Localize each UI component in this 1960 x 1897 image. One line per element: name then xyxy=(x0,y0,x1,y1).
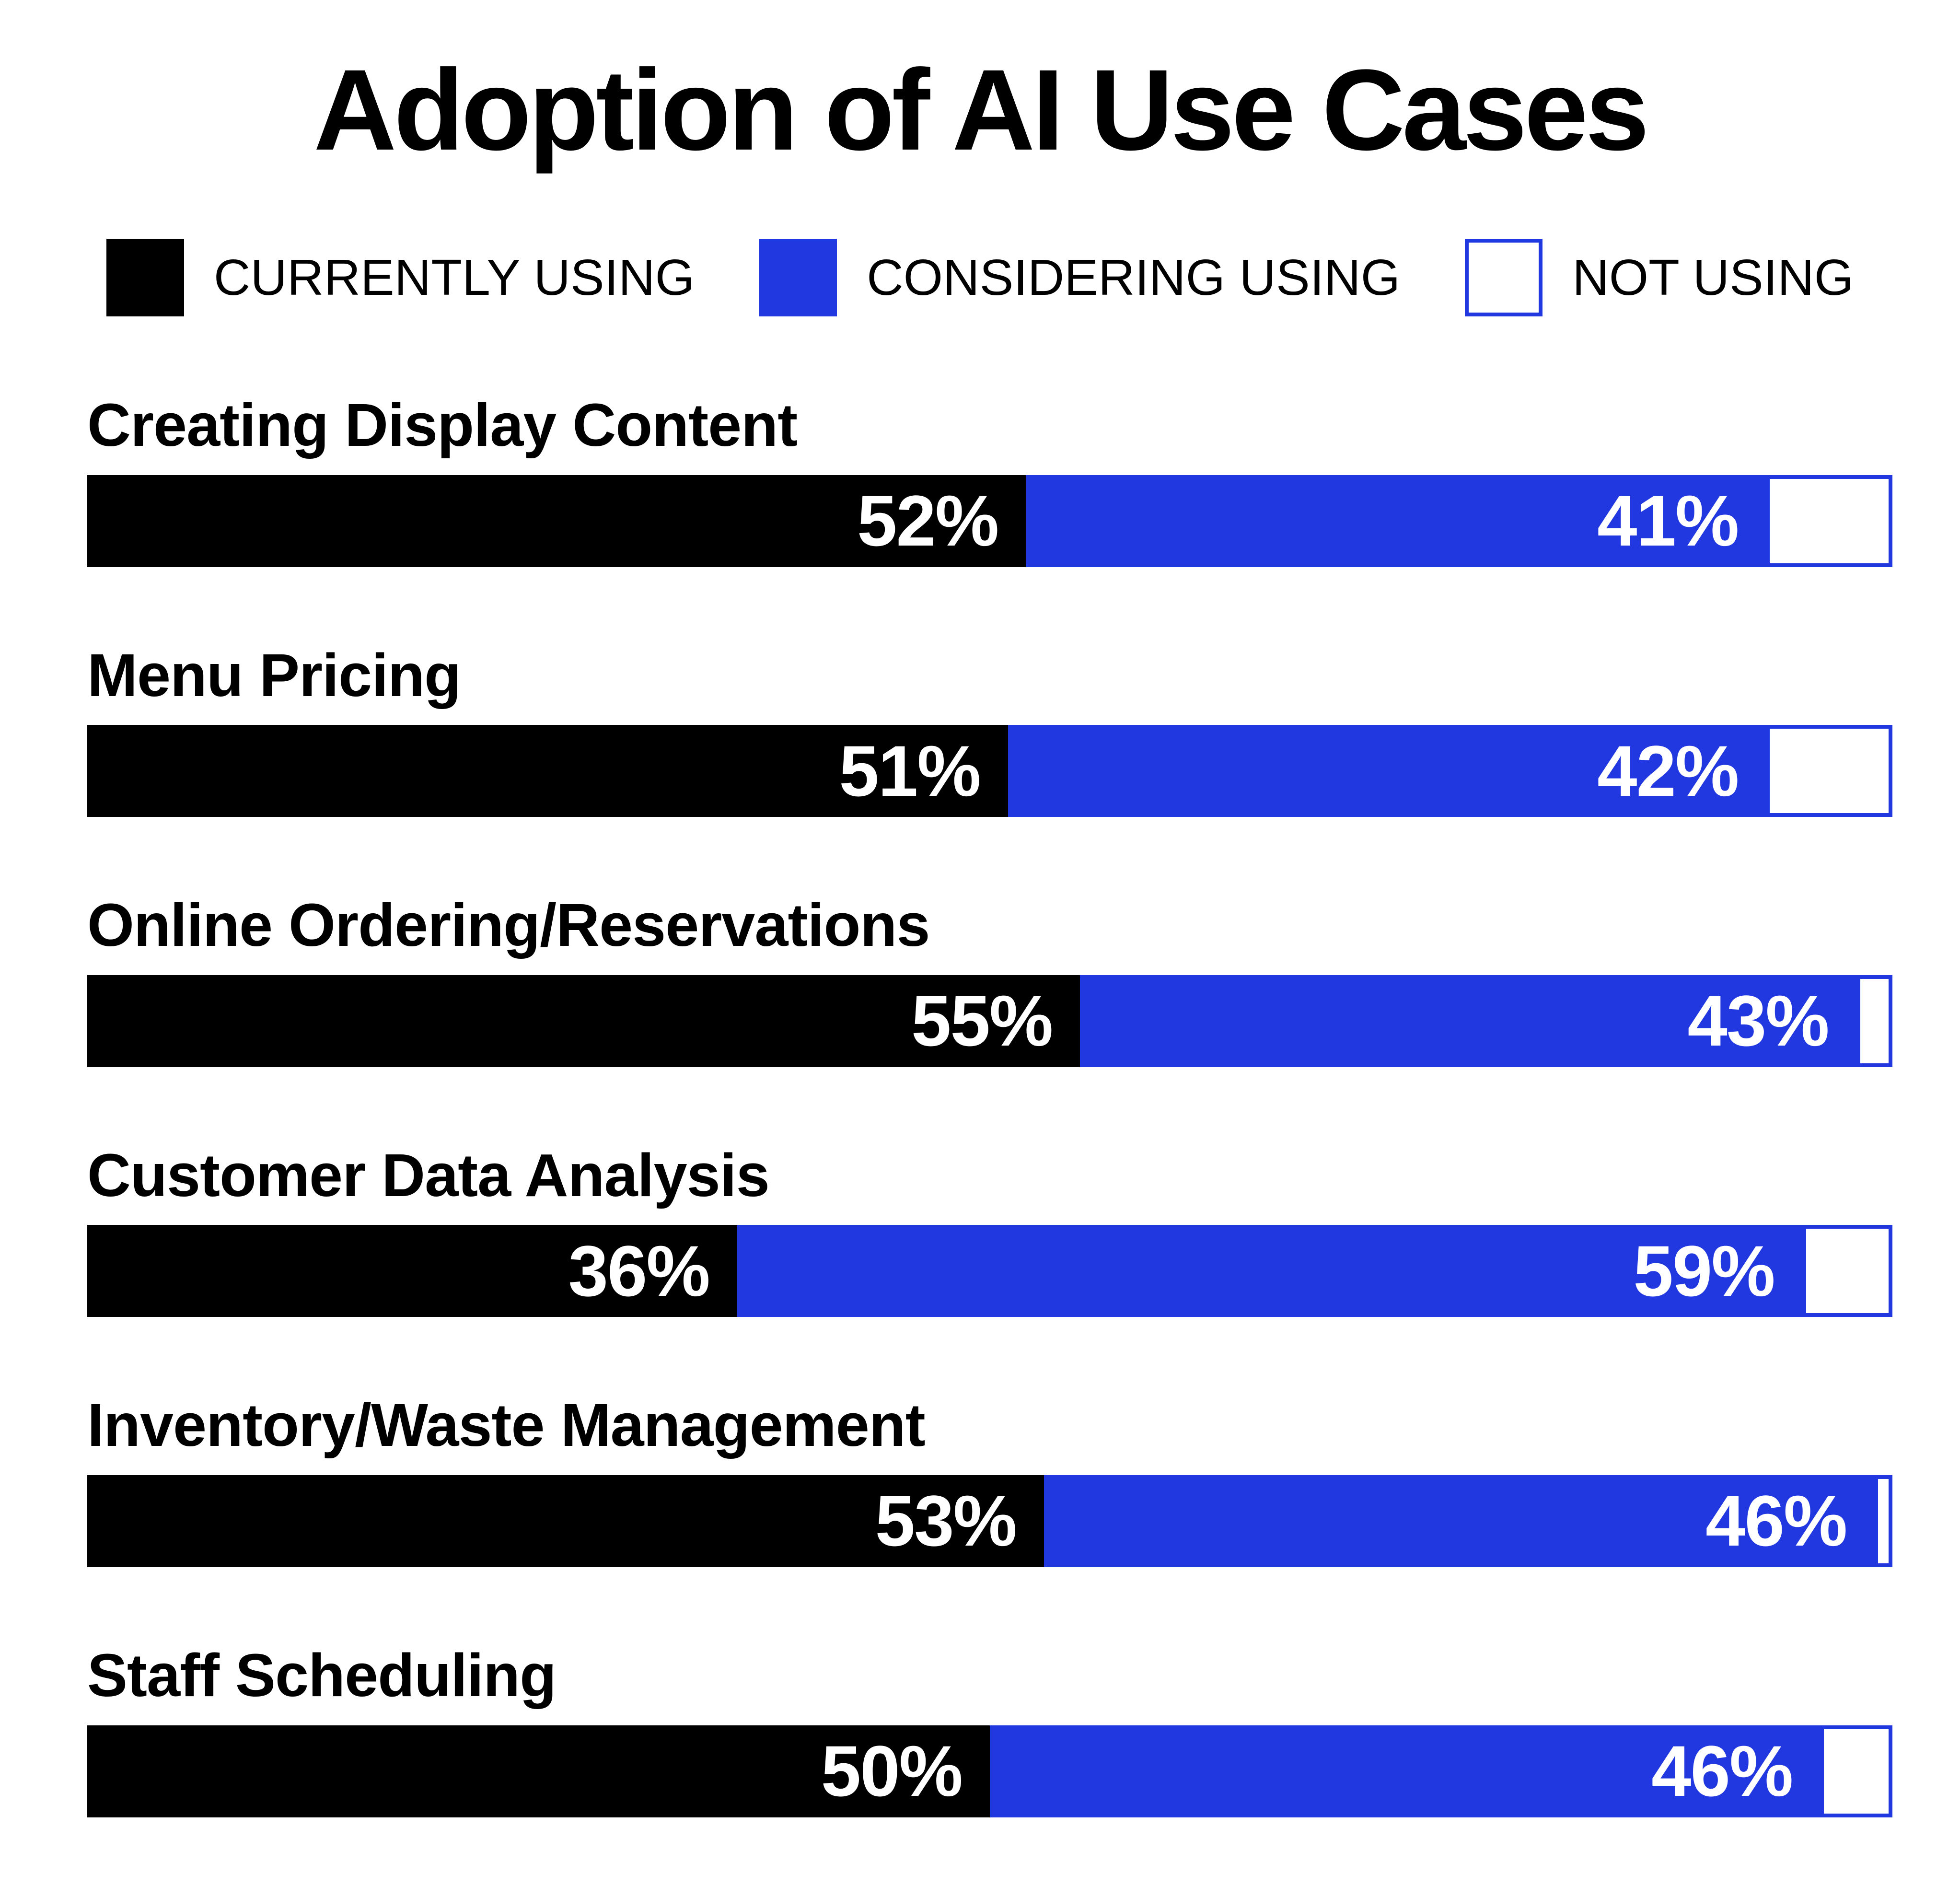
chart-row-inventory-waste-management: Inventory/Waste Management 53% 46% xyxy=(87,1392,1892,1567)
chart-row-menu-pricing: Menu Pricing 51% 42% xyxy=(87,642,1892,817)
bar-segment-considering-using: 42% xyxy=(1008,725,1766,817)
bar-value-label: 41% xyxy=(1597,480,1739,561)
bar-segment-not-using xyxy=(1874,1475,1892,1567)
chart-row-creating-display-content: Creating Display Content 52% 41% xyxy=(87,392,1892,567)
chart-row-online-ordering-reservations: Online Ordering/Reservations 55% 43% xyxy=(87,892,1892,1067)
category-label: Customer Data Analysis xyxy=(87,1141,770,1209)
stacked-bar: 55% 43% xyxy=(87,975,1892,1067)
category-label: Menu Pricing xyxy=(87,641,461,709)
bar-segment-currently-using: 53% xyxy=(87,1475,1044,1567)
bar-value-label: 42% xyxy=(1597,730,1739,811)
bar-segment-currently-using: 55% xyxy=(87,975,1080,1067)
chart-title: Adoption of AI Use Cases xyxy=(313,46,1649,174)
legend-label-not-using: NOT USING xyxy=(1572,249,1854,306)
bar-segment-not-using xyxy=(1766,725,1892,817)
bar-value-label: 51% xyxy=(839,730,981,811)
bar-segment-not-using xyxy=(1856,975,1892,1067)
bar-segment-not-using xyxy=(1802,1225,1892,1317)
chart-row-staff-scheduling: Staff Scheduling 50% 46% xyxy=(87,1642,1892,1817)
category-label: Online Ordering/Reservations xyxy=(87,891,930,959)
bar-segment-currently-using: 36% xyxy=(87,1225,737,1317)
legend-swatch-considering-using-icon xyxy=(759,239,837,316)
category-label: Inventory/Waste Management xyxy=(87,1391,926,1459)
bar-segment-not-using xyxy=(1820,1725,1892,1817)
bar-segment-currently-using: 50% xyxy=(87,1725,990,1817)
legend-item-currently-using: CURRENTLY USING xyxy=(106,239,695,316)
stacked-bar: 52% 41% xyxy=(87,475,1892,567)
category-label: Staff Scheduling xyxy=(87,1641,557,1709)
bar-value-label: 43% xyxy=(1687,980,1829,1061)
chart-row-customer-data-analysis: Customer Data Analysis 36% 59% xyxy=(87,1142,1892,1317)
bar-segment-currently-using: 51% xyxy=(87,725,1008,817)
stacked-bar: 53% 46% xyxy=(87,1475,1892,1567)
legend-swatch-not-using-icon xyxy=(1465,239,1543,316)
legend-item-not-using: NOT USING xyxy=(1465,239,1854,316)
bar-value-label: 59% xyxy=(1633,1230,1775,1311)
bar-segment-considering-using: 59% xyxy=(737,1225,1802,1317)
bar-segment-considering-using: 46% xyxy=(1044,1475,1875,1567)
bar-value-label: 36% xyxy=(568,1230,710,1311)
bar-segment-considering-using: 46% xyxy=(990,1725,1821,1817)
legend-item-considering-using: CONSIDERING USING xyxy=(759,239,1400,316)
legend: CURRENTLY USING CONSIDERING USING NOT US… xyxy=(0,239,1960,316)
legend-label-considering-using: CONSIDERING USING xyxy=(867,249,1401,306)
stacked-bar: 50% 46% xyxy=(87,1725,1892,1817)
bar-segment-not-using xyxy=(1766,475,1892,567)
bar-segment-considering-using: 41% xyxy=(1026,475,1766,567)
legend-label-currently-using: CURRENTLY USING xyxy=(213,249,695,306)
category-label: Creating Display Content xyxy=(87,391,798,459)
legend-swatch-currently-using-icon xyxy=(106,239,184,316)
bar-value-label: 52% xyxy=(857,480,999,561)
bar-chart: Creating Display Content 52% 41% Menu Pr… xyxy=(0,392,1960,1817)
bar-segment-currently-using: 52% xyxy=(87,475,1026,567)
bar-value-label: 50% xyxy=(821,1731,963,1812)
bar-value-label: 53% xyxy=(875,1480,1017,1561)
bar-value-label: 55% xyxy=(911,980,1053,1061)
bar-value-label: 46% xyxy=(1651,1731,1793,1812)
stacked-bar: 36% 59% xyxy=(87,1225,1892,1317)
stacked-bar: 51% 42% xyxy=(87,725,1892,817)
bar-value-label: 46% xyxy=(1705,1480,1847,1561)
bar-segment-considering-using: 43% xyxy=(1080,975,1856,1067)
